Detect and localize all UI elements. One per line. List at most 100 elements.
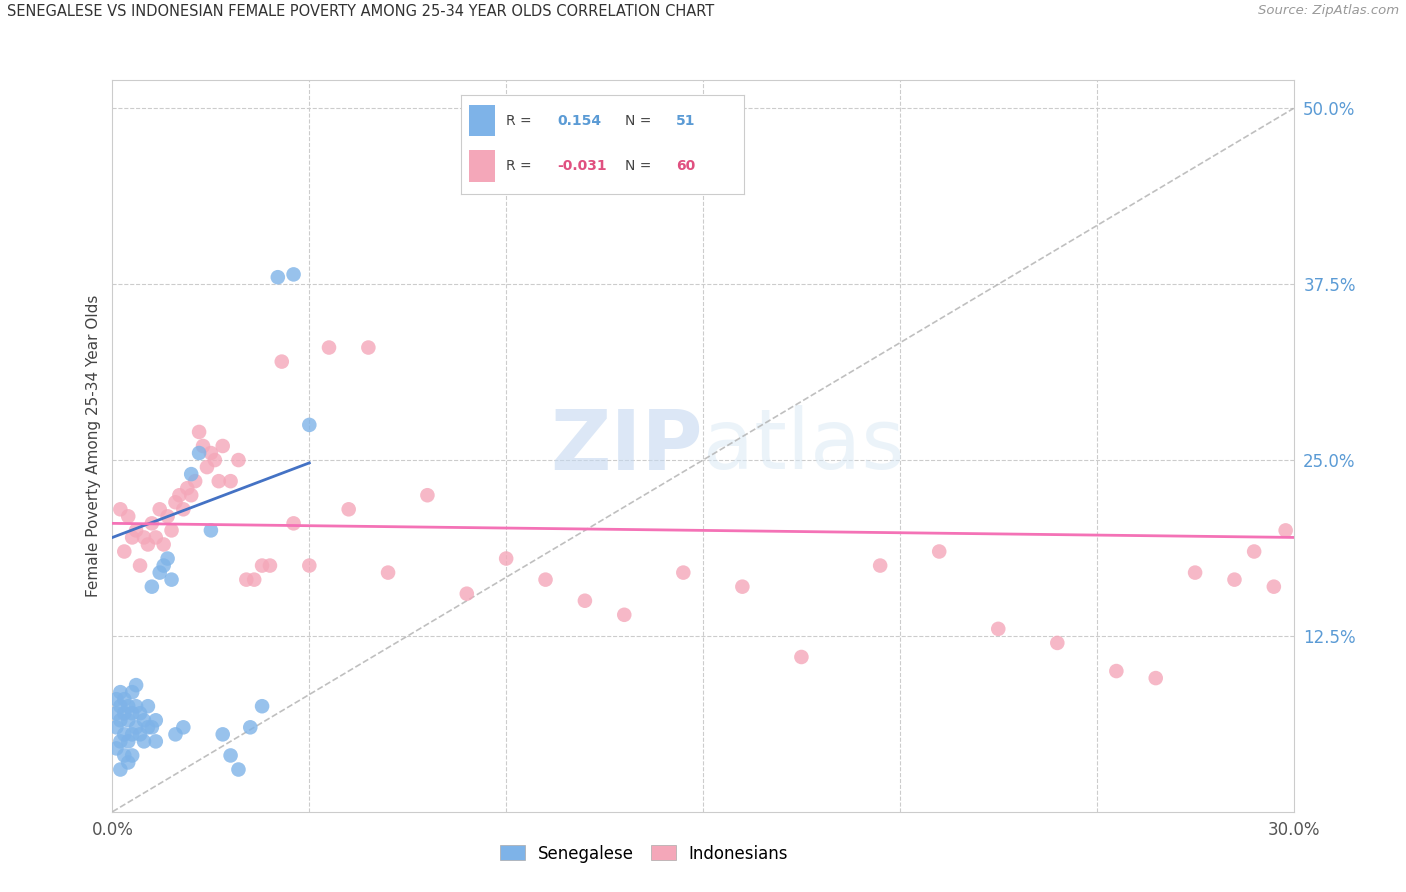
Point [129, 706, 152, 721]
Point [1105, 664, 1128, 678]
Text: SENEGALESE VS INDONESIAN FEMALE POVERTY AMONG 25-34 YEAR OLDS CORRELATION CHART: SENEGALESE VS INDONESIAN FEMALE POVERTY … [7, 4, 714, 20]
Point [145, 714, 167, 728]
Point [112, 706, 135, 721]
Point [149, 566, 172, 580]
Point [337, 502, 360, 516]
Point [267, 270, 290, 285]
Point [105, 692, 128, 706]
Point [160, 573, 183, 587]
Point [318, 341, 340, 355]
Point [125, 524, 148, 538]
Point [105, 741, 128, 756]
Point [176, 481, 198, 495]
Point [250, 699, 273, 714]
Point [283, 268, 305, 282]
Point [105, 720, 128, 734]
Point [125, 720, 148, 734]
Point [136, 720, 159, 734]
Point [132, 734, 155, 748]
Point [250, 558, 273, 573]
Point [259, 558, 281, 573]
Point [149, 502, 172, 516]
Point [172, 720, 194, 734]
Point [110, 685, 132, 699]
Point [117, 509, 139, 524]
Point [790, 650, 813, 665]
Point [219, 748, 242, 763]
Point [200, 446, 222, 460]
Point [211, 439, 233, 453]
Point [228, 453, 250, 467]
Point [1223, 573, 1246, 587]
Point [495, 551, 517, 566]
Point [117, 756, 139, 770]
Point [613, 607, 636, 622]
Text: ZIP: ZIP [551, 406, 703, 486]
Point [219, 474, 242, 488]
Point [112, 727, 135, 741]
Point [188, 425, 211, 439]
Point [574, 593, 596, 607]
Point [243, 573, 266, 587]
Point [121, 727, 143, 741]
Point [117, 734, 139, 748]
Point [112, 748, 135, 763]
Point [141, 720, 163, 734]
Point [987, 622, 1010, 636]
Point [165, 727, 187, 741]
Point [156, 509, 179, 524]
Point [239, 720, 262, 734]
Point [1243, 544, 1265, 558]
Point [298, 417, 321, 432]
Point [200, 524, 222, 538]
Point [180, 488, 202, 502]
Point [105, 706, 128, 721]
Point [136, 537, 159, 551]
Point [357, 341, 380, 355]
Point [129, 727, 152, 741]
Point [298, 558, 321, 573]
Point [180, 467, 202, 482]
Point [110, 699, 132, 714]
Point [117, 699, 139, 714]
Point [208, 474, 231, 488]
Point [283, 516, 305, 531]
Point [145, 530, 167, 544]
Point [132, 714, 155, 728]
Point [228, 763, 250, 777]
Point [235, 573, 257, 587]
Point [534, 573, 557, 587]
Text: atlas: atlas [703, 406, 904, 486]
Point [188, 446, 211, 460]
Point [160, 524, 183, 538]
Point [165, 495, 187, 509]
Point [1274, 524, 1296, 538]
Point [456, 587, 478, 601]
Point [869, 558, 891, 573]
Point [928, 544, 950, 558]
Point [152, 537, 174, 551]
Point [156, 551, 179, 566]
Point [141, 516, 163, 531]
Point [1144, 671, 1167, 685]
Point [1046, 636, 1069, 650]
Point [110, 763, 132, 777]
Point [141, 580, 163, 594]
Point [112, 692, 135, 706]
Point [117, 714, 139, 728]
Point [152, 558, 174, 573]
Point [416, 488, 439, 502]
Point [132, 530, 155, 544]
Point [270, 354, 292, 368]
Point [110, 502, 132, 516]
Point [121, 706, 143, 721]
Point [169, 488, 191, 502]
Point [121, 685, 143, 699]
Point [731, 580, 754, 594]
Point [1184, 566, 1206, 580]
Point [125, 699, 148, 714]
Point [211, 727, 233, 741]
Point [184, 474, 207, 488]
Point [672, 566, 695, 580]
Point [191, 439, 214, 453]
